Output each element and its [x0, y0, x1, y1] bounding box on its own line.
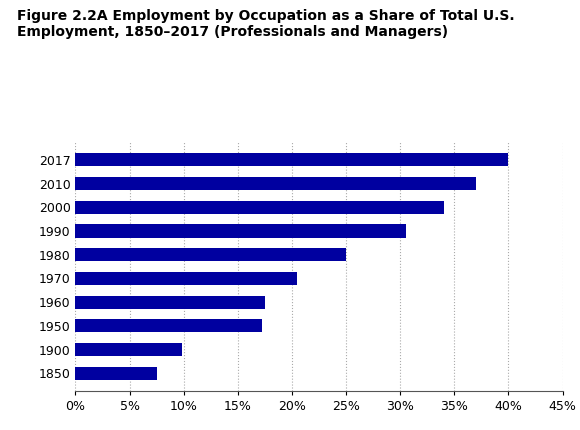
Bar [75, 272, 298, 285]
Bar [75, 224, 405, 237]
Bar [75, 201, 444, 214]
Bar [75, 177, 476, 190]
Bar [75, 296, 265, 309]
Text: Figure 2.2A Employment by Occupation as a Share of Total U.S.
Employment, 1850–2: Figure 2.2A Employment by Occupation as … [17, 9, 515, 39]
Bar [75, 343, 182, 356]
Bar [75, 248, 346, 261]
Bar [75, 367, 157, 380]
Bar [75, 153, 509, 166]
Bar [75, 319, 262, 332]
